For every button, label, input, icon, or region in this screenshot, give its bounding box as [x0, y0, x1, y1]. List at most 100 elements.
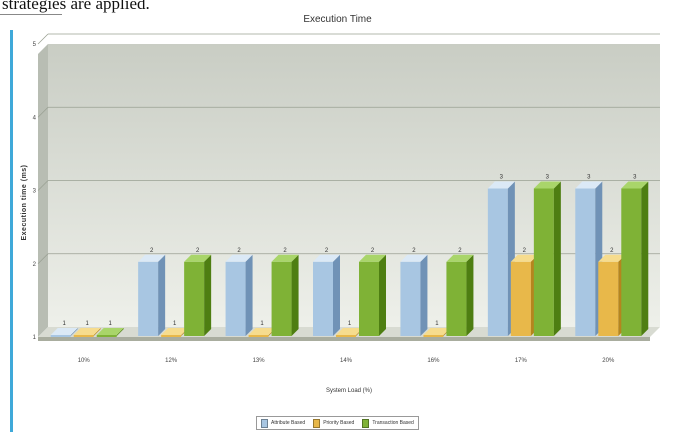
bar-top	[161, 328, 189, 335]
x-tick-label: 10%	[78, 358, 91, 364]
bar-side	[641, 181, 649, 336]
bar-top	[400, 254, 428, 262]
legend-label: Transaction Based	[372, 420, 414, 426]
bar	[487, 188, 508, 336]
chart-legend: Attribute Based Priority Based Transacti…	[256, 416, 419, 430]
data-label: 2	[196, 248, 200, 254]
bar	[225, 261, 246, 336]
bar	[138, 261, 159, 336]
bar-top	[138, 254, 166, 262]
legend-item-transaction-based: Transaction Based	[362, 418, 414, 428]
x-tick-label: 12%	[165, 358, 178, 364]
bar	[446, 261, 467, 336]
plot-area	[38, 44, 660, 341]
bar-side	[158, 254, 166, 336]
bar-top	[621, 181, 649, 189]
legend-swatch	[362, 418, 370, 428]
data-label: 1	[86, 321, 90, 327]
bar	[621, 188, 642, 336]
data-label: 3	[587, 175, 591, 181]
data-label: 2	[150, 248, 154, 254]
bar-top	[533, 181, 561, 189]
legend-swatch	[261, 418, 268, 428]
x-tick-label: 17%	[515, 358, 528, 364]
bar-top	[73, 328, 101, 335]
legend-label: Attribute Based	[271, 420, 306, 426]
data-label: 2	[371, 248, 375, 254]
bar-top	[184, 254, 212, 262]
data-label: 1	[173, 321, 177, 327]
bar-side	[379, 254, 386, 336]
x-axis-ticks: 10% 12% 13% 14% 16% 17% 20%	[78, 358, 615, 364]
bar-side	[420, 254, 428, 336]
x-tick-label: 20%	[602, 358, 615, 364]
y-tick-label: 1	[33, 335, 37, 341]
gridline	[37, 253, 49, 265]
bar	[400, 261, 421, 336]
bar-top	[313, 254, 340, 262]
y-tick-label: 4	[33, 115, 37, 121]
bar-top	[50, 328, 78, 335]
data-label: 2	[237, 248, 241, 254]
data-label: 3	[546, 175, 550, 181]
bar-side	[204, 254, 212, 336]
bar-series	[50, 181, 649, 337]
bar	[184, 261, 205, 336]
y-tick-label: 3	[33, 189, 37, 195]
bar-top	[487, 181, 515, 189]
data-label: 3	[500, 175, 504, 181]
bar-side	[553, 181, 561, 336]
data-label: 1	[260, 321, 264, 327]
bar-top	[598, 254, 626, 262]
gridline	[37, 106, 49, 118]
data-label: 2	[523, 248, 527, 254]
legend-item-priority-based: Priority Based	[313, 418, 355, 428]
legend-label: Priority Based	[323, 420, 355, 426]
data-label: 2	[325, 248, 329, 254]
x-tick-label: 13%	[253, 358, 266, 364]
y-axis-ticks: 1 2 3 4 5	[33, 42, 37, 341]
bar-side	[333, 254, 340, 336]
bar-top	[225, 254, 253, 262]
legend-swatch	[313, 418, 321, 428]
bar	[50, 335, 71, 337]
data-label: 1	[63, 321, 67, 327]
gridline	[37, 180, 49, 191]
bar-top	[446, 254, 474, 262]
y-axis-title: Execution time (ms)	[21, 164, 28, 240]
legend-item-attribute-based: Attribute Based	[261, 418, 306, 428]
bar	[336, 335, 356, 337]
bar-side	[70, 328, 78, 336]
data-label: 1	[348, 321, 352, 327]
document-text-fragment: strategies are applied.	[2, 0, 150, 13]
bar	[423, 335, 444, 337]
bar	[271, 261, 292, 336]
data-label: 2	[458, 248, 462, 254]
x-tick-label: 14%	[340, 358, 353, 364]
data-label: 2	[412, 248, 416, 254]
bar-side	[116, 328, 124, 336]
bar-top	[510, 254, 538, 262]
page-accent-bar	[10, 30, 13, 432]
bar	[248, 335, 269, 337]
bar	[313, 261, 333, 336]
gridlines	[37, 33, 660, 265]
bar-top	[96, 328, 124, 335]
bar-top	[271, 254, 299, 262]
plot-floor-edge	[38, 337, 650, 341]
bar-side	[245, 254, 253, 336]
bar	[359, 261, 379, 336]
data-label: 1	[435, 321, 439, 327]
bar	[73, 335, 94, 337]
y-tick-label: 5	[33, 42, 37, 48]
bar	[96, 335, 117, 337]
bar-side	[291, 254, 299, 336]
bar-side	[93, 328, 101, 336]
bar-top	[336, 328, 363, 335]
data-label: 2	[283, 248, 287, 254]
data-label: 2	[610, 248, 614, 254]
bar	[575, 188, 596, 336]
bar	[510, 261, 531, 336]
data-labels: 1 1 1 2 1 2 2 1 2 2 1 2 2 1 2 3 2 3 3 2 3	[63, 175, 638, 328]
gridline	[37, 33, 49, 45]
